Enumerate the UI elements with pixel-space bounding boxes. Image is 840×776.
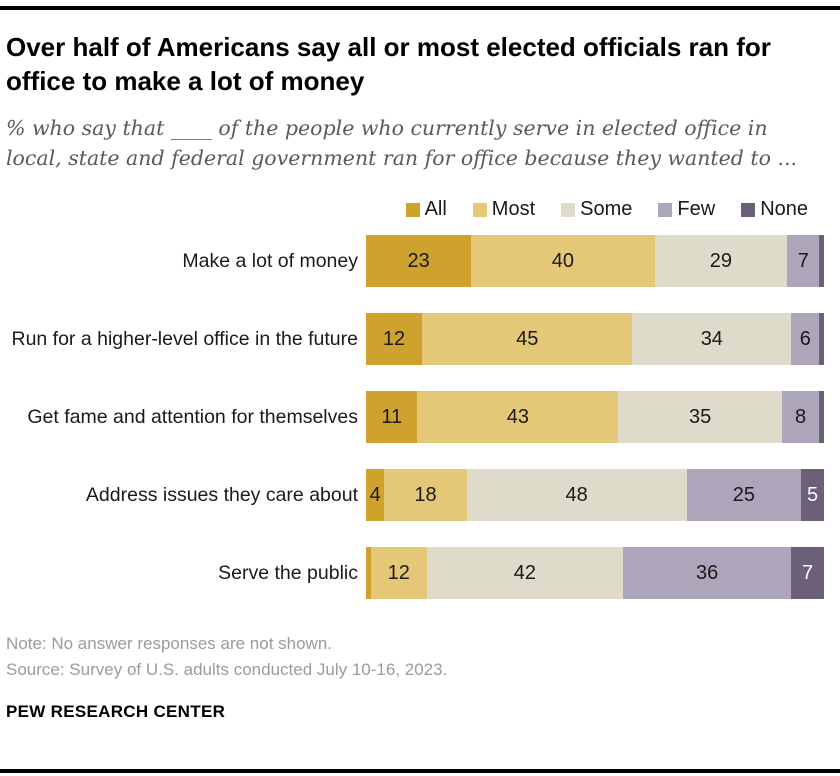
bar-segment-few: 6 xyxy=(791,313,820,366)
bar-value-label: 18 xyxy=(414,484,437,507)
bar-segment-few: 25 xyxy=(686,469,802,522)
bar-value-label: 43 xyxy=(506,406,529,429)
stacked-bar: 23 40 29 7 xyxy=(366,235,824,288)
stacked-bar: 12 45 34 6 xyxy=(366,313,824,366)
bar-value-label: 11 xyxy=(381,406,403,429)
bar-value-label: 42 xyxy=(513,562,537,585)
bar-value-label: 45 xyxy=(516,328,539,351)
category-label: Make a lot of money xyxy=(182,249,358,272)
bar-value-label: 6 xyxy=(799,328,811,351)
category-label: Run for a higher-level office in the fut… xyxy=(11,327,358,350)
bar-value-label: 23 xyxy=(407,250,430,273)
chart-row: Run for a higher-level office in the fut… xyxy=(6,313,834,366)
bar-value-label: 12 xyxy=(382,328,406,351)
legend-item-all: All xyxy=(405,198,447,221)
bar-value-label: 48 xyxy=(565,484,588,507)
bar-value-label: 25 xyxy=(732,484,755,507)
bar-segment-some: 42 xyxy=(426,547,624,600)
bar-value-label: 29 xyxy=(709,250,733,273)
legend-swatch-icon xyxy=(741,202,756,217)
bar-segment-all: 23 xyxy=(366,235,472,288)
bar-segment-all xyxy=(366,547,371,600)
bar-value-label: 34 xyxy=(700,328,723,351)
category-label: Get fame and attention for themselves xyxy=(27,405,358,428)
bottom-rule xyxy=(0,769,840,773)
note-text: Note: No answer responses are not shown. xyxy=(6,634,333,654)
legend-label: Few xyxy=(677,198,716,221)
legend-item-none: None xyxy=(741,198,808,221)
legend-label: Most xyxy=(491,198,536,221)
stacked-bar: 4 18 48 25 5 xyxy=(366,469,824,522)
bar-value-label: 7 xyxy=(802,562,814,585)
chart-rows: Make a lot of money 23 40 29 7 Run for a high… xyxy=(6,235,834,600)
bar-segment-some: 34 xyxy=(632,313,792,366)
bar-segment-all: 4 xyxy=(366,469,385,522)
source-text: Source: Survey of U.S. adults conducted … xyxy=(6,660,448,680)
chart-subtitle: % who say that ____ of the people who cu… xyxy=(6,115,798,171)
bar-segment-none: 7 xyxy=(791,547,824,600)
bar-segment-most: 12 xyxy=(370,547,427,600)
legend-swatch-icon xyxy=(561,202,576,217)
legend-label: None xyxy=(760,198,808,221)
legend-swatch-icon xyxy=(472,202,487,217)
top-rule xyxy=(0,6,840,10)
stacked-bar: 11 43 35 8 xyxy=(366,391,824,444)
bar-value-label: 7 xyxy=(797,250,809,273)
bar-segment-none xyxy=(819,313,824,366)
legend-item-some: Some xyxy=(561,198,632,221)
category-label: Serve the public xyxy=(218,561,358,584)
chart-footer: Note: No answer responses are not shown.… xyxy=(6,631,834,722)
bar-segment-none xyxy=(819,235,824,288)
legend-swatch-icon xyxy=(405,202,420,217)
bar-value-label: 5 xyxy=(806,484,819,507)
chart-row: Serve the public 12 42 36 7 xyxy=(6,547,834,600)
chart-legend: All Most Some Few None xyxy=(6,198,834,221)
legend-label: Some xyxy=(580,198,633,221)
stacked-bar: 12 42 36 7 xyxy=(366,547,824,600)
bar-value-label: 40 xyxy=(551,250,575,273)
bar-segment-some: 48 xyxy=(466,469,687,522)
chart-row: Make a lot of money 23 40 29 7 xyxy=(6,235,834,288)
chart-row: Address issues they care about 4 18 48 25 5 xyxy=(6,469,834,522)
bar-segment-all: 12 xyxy=(366,313,423,366)
bar-value-label: 4 xyxy=(369,484,381,507)
bar-segment-some: 35 xyxy=(618,391,782,444)
bar-segment-none xyxy=(819,391,824,444)
bar-segment-none: 5 xyxy=(801,469,824,522)
bar-segment-most: 45 xyxy=(422,313,633,366)
stacked-bar-chart: All Most Some Few None Make a lot of money 23… xyxy=(6,198,834,600)
bar-value-label: 36 xyxy=(696,562,719,585)
bar-segment-few: 36 xyxy=(623,547,792,600)
bar-segment-few: 8 xyxy=(781,391,820,444)
bar-segment-all: 11 xyxy=(366,391,418,444)
bar-segment-most: 43 xyxy=(417,391,619,444)
content: Over half of Americans say all or most e… xyxy=(6,32,834,722)
legend-swatch-icon xyxy=(658,202,673,217)
legend-label: All xyxy=(424,198,447,221)
bar-segment-some: 29 xyxy=(654,235,788,288)
bar-value-label: 8 xyxy=(795,406,807,429)
bar-segment-most: 40 xyxy=(471,235,655,288)
legend-item-most: Most xyxy=(472,198,536,221)
bar-value-label: 12 xyxy=(387,562,410,585)
category-label: Address issues they care about xyxy=(85,483,358,506)
legend-item-few: Few xyxy=(658,198,715,221)
bar-value-label: 35 xyxy=(689,406,712,429)
chart-row: Get fame and attention for themselves 11 4… xyxy=(6,391,834,444)
bar-segment-most: 18 xyxy=(384,469,467,522)
brand-wordmark: PEW RESEARCH CENTER xyxy=(6,701,226,721)
bar-segment-few: 7 xyxy=(787,235,820,288)
page-title: Over half of Americans say all or most e… xyxy=(6,32,771,97)
